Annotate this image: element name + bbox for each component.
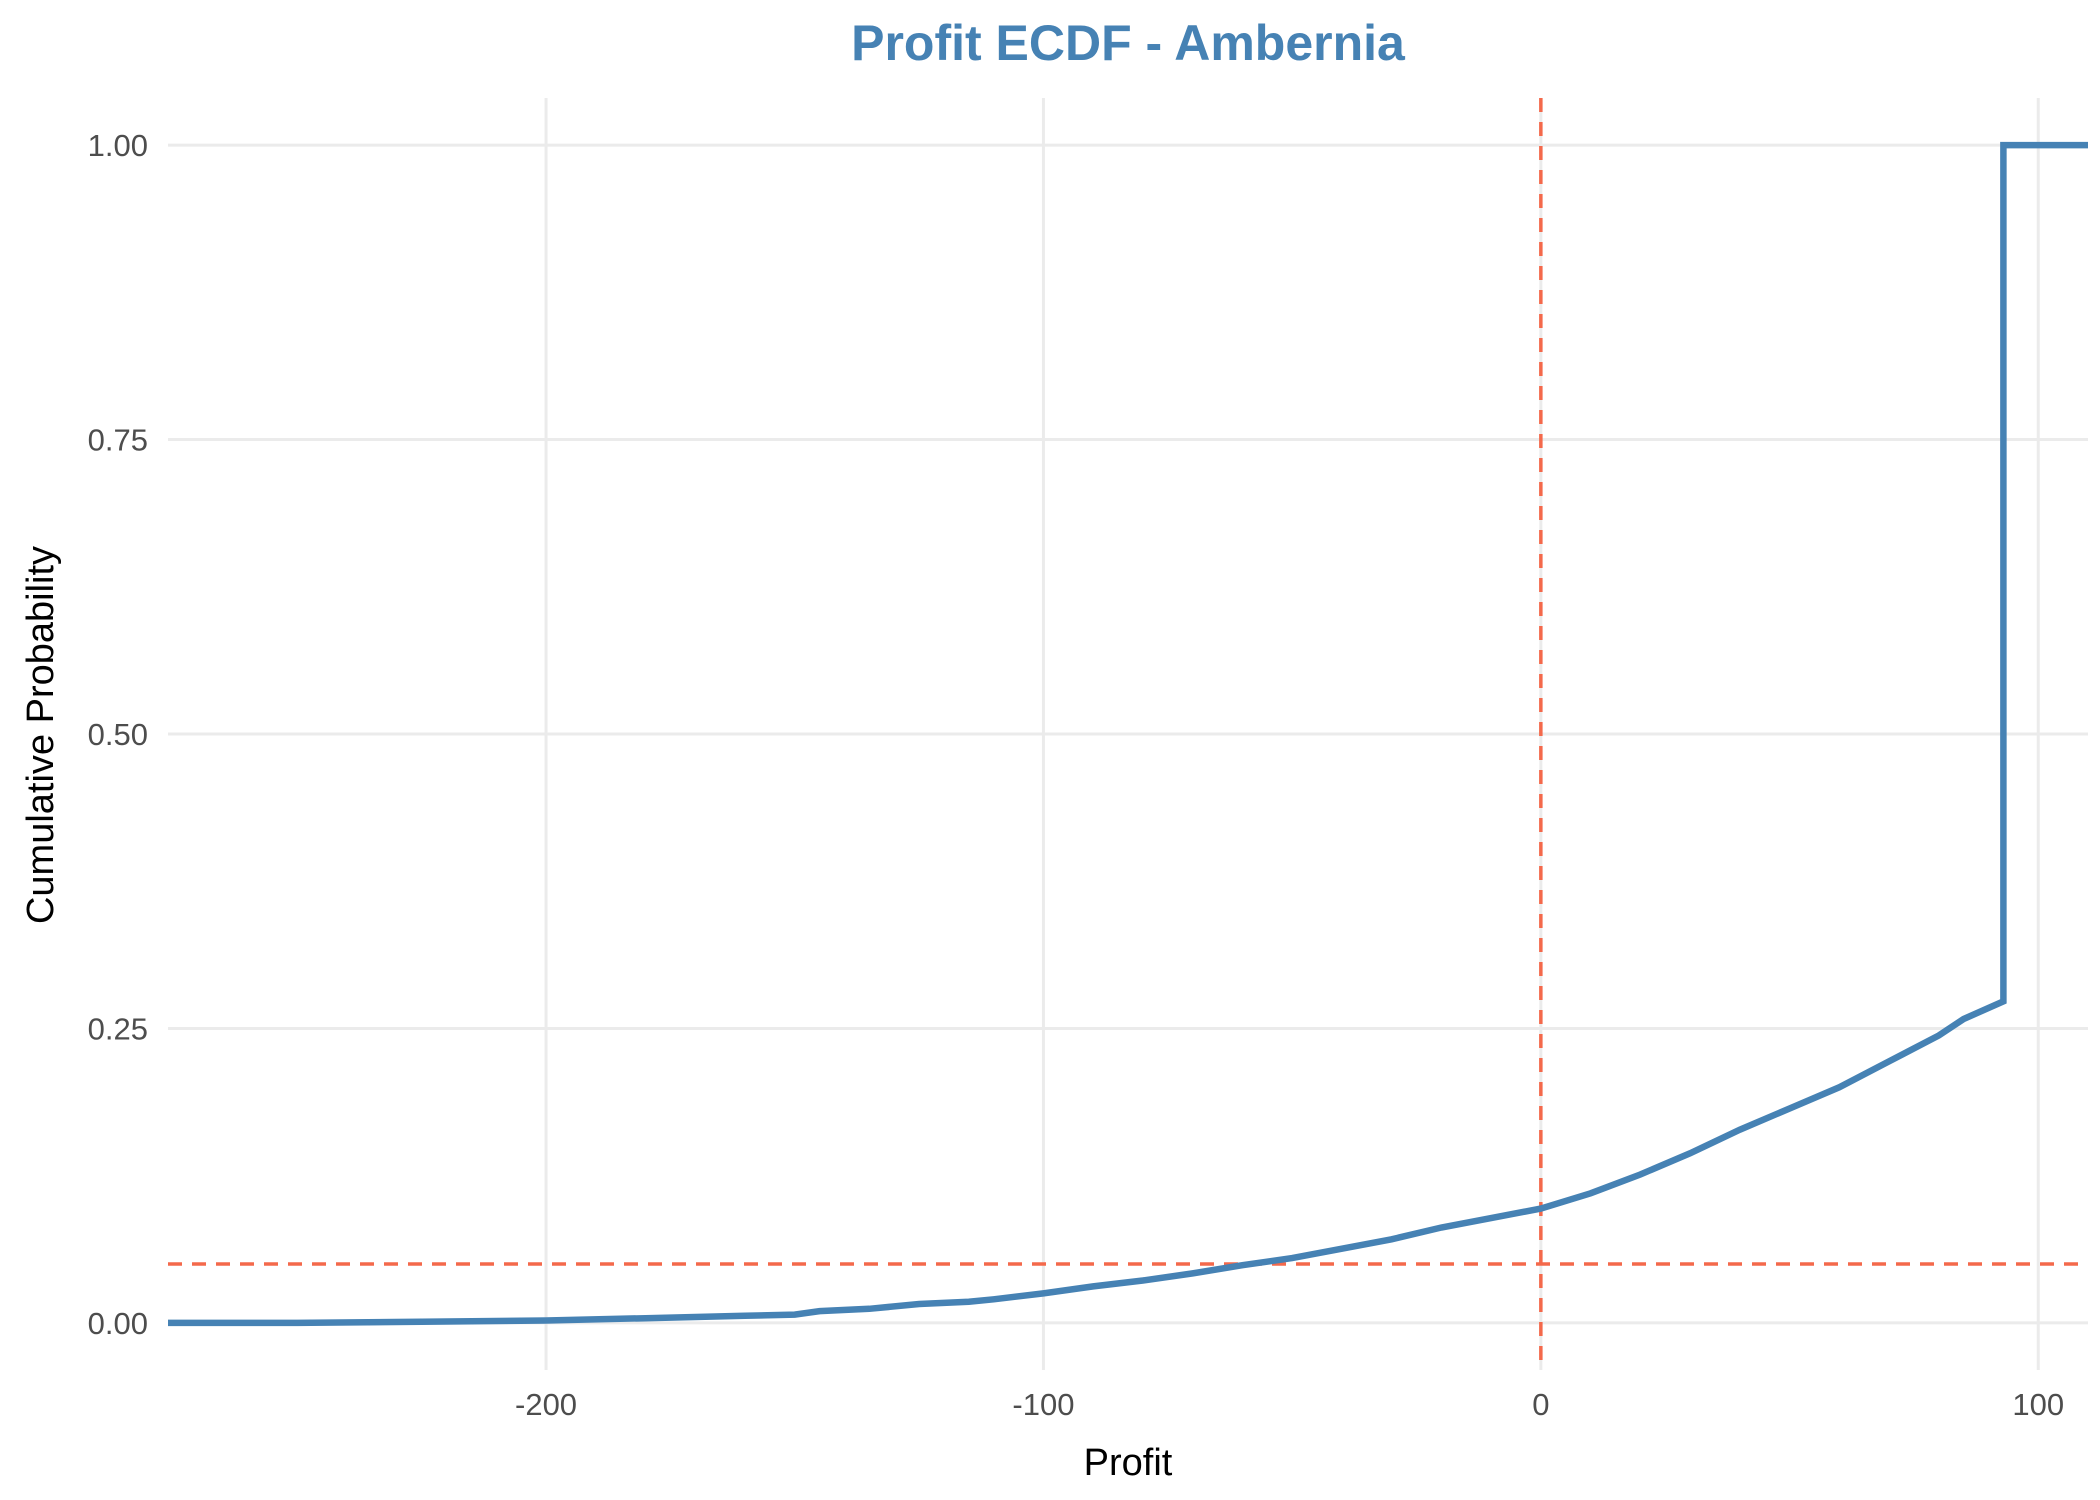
y-tick-label: 0.75 <box>88 423 148 458</box>
y-tick-label: 0.50 <box>88 717 148 752</box>
y-tick-label: 0.25 <box>88 1011 148 1046</box>
y-tick-label: 1.00 <box>88 128 148 163</box>
grid-lines <box>168 98 2088 1370</box>
x-tick-label: -200 <box>515 1387 577 1422</box>
y-tick-label: 0.00 <box>88 1306 148 1341</box>
x-tick-label: 100 <box>2012 1387 2064 1422</box>
reference-lines <box>168 98 2088 1370</box>
ecdf-series <box>168 141 2088 1327</box>
x-tick-label: -100 <box>1012 1387 1074 1422</box>
x-axis-label: Profit <box>1084 1442 1173 1484</box>
chart-title: Profit ECDF - Ambernia <box>851 15 1406 71</box>
x-tick-labels: -200 -100 0 100 <box>515 1387 2064 1422</box>
y-axis-label: Cumulative Probability <box>20 546 62 924</box>
ecdf-line <box>168 141 2088 1327</box>
x-tick-label: 0 <box>1532 1387 1549 1422</box>
y-tick-labels: 0.00 0.25 0.50 0.75 1.00 <box>88 128 148 1341</box>
